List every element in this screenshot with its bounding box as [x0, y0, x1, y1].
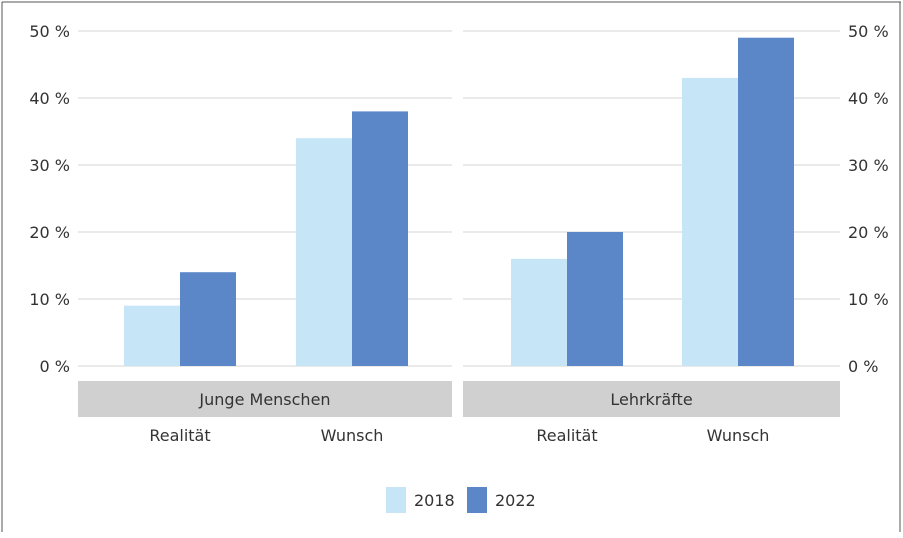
panel-header-band	[463, 381, 840, 417]
bar-2018	[682, 77, 738, 367]
axis-labels: 0 % 0 % 10 % 10 % 20 % 20 % 30 % 30 % 40 % 40 % 50…	[29, 22, 888, 445]
y-tick-label-right: 40 %	[848, 89, 889, 108]
bar-2018	[124, 305, 180, 366]
y-tick-label-right: 0 %	[848, 357, 878, 376]
bar-2022	[352, 111, 408, 367]
y-tick-label-left: 20 %	[29, 223, 70, 242]
legend-label-2022: 2022	[495, 491, 536, 510]
x-category-label: Realität	[149, 426, 210, 445]
y-tick-label-right: 30 %	[848, 156, 889, 175]
x-category-label: Wunsch	[707, 426, 770, 445]
y-tick-label-right: 20 %	[848, 223, 889, 242]
y-tick-label-left: 10 %	[29, 290, 70, 309]
panel-title: Lehrkräfte	[610, 390, 692, 409]
x-category-label: Realität	[536, 426, 597, 445]
panel-title: Junge Menschen	[198, 390, 330, 409]
bar-2022	[567, 232, 623, 366]
y-tick-label-left: 30 %	[29, 156, 70, 175]
legend: 2018 2022	[386, 487, 536, 513]
bars	[124, 37, 794, 367]
panel-header-band	[78, 381, 452, 417]
y-tick-label-right: 50 %	[848, 22, 889, 41]
y-tick-label-left: 0 %	[40, 357, 70, 376]
legend-swatch-2022	[467, 487, 487, 513]
y-tick-label-left: 40 %	[29, 89, 70, 108]
panel-headers: Junge Menschen Lehrkräfte	[78, 381, 840, 417]
bar-2018	[296, 138, 352, 366]
y-tick-label-right: 10 %	[848, 290, 889, 309]
legend-label-2018: 2018	[414, 491, 455, 510]
x-category-label: Wunsch	[321, 426, 384, 445]
legend-swatch-2018	[386, 487, 406, 513]
y-tick-label-left: 50 %	[29, 22, 70, 41]
bar-2022	[738, 37, 794, 366]
bar-2018	[511, 258, 567, 366]
bar-2022	[180, 272, 236, 366]
